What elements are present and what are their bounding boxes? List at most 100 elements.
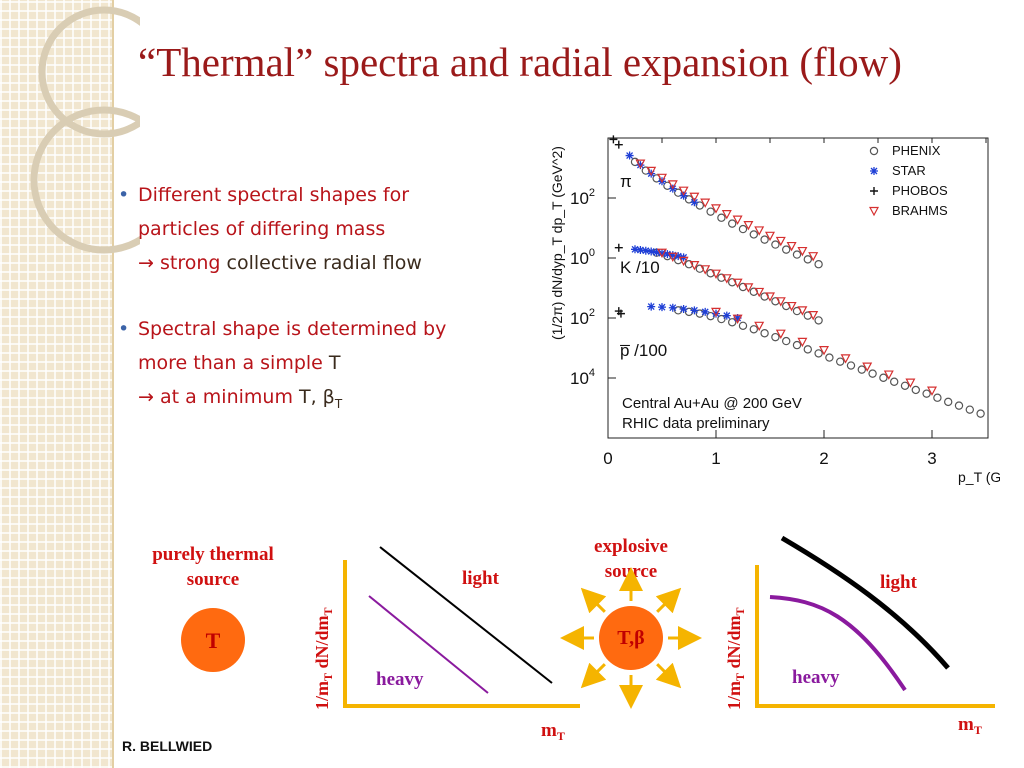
data-point-brahms <box>711 204 721 214</box>
data-point-phobos <box>609 135 618 144</box>
data-point-star <box>636 161 645 170</box>
data-point-star <box>712 309 720 318</box>
bullet-text: collective radial flow <box>226 252 422 274</box>
bullet-text: at a minimum <box>159 386 293 408</box>
bullet-item: • Spectral shape is determined by more t… <box>118 312 518 421</box>
xlabel-part: m <box>958 714 974 735</box>
data-point-star <box>690 198 699 207</box>
data-point-brahms <box>905 378 916 388</box>
chart-annotation: Central Au+Au @ 200 GeV <box>622 395 802 412</box>
y-tick-base: 10 <box>570 309 589 328</box>
data-point-phenix <box>900 381 910 390</box>
right-heavy-curve <box>769 595 907 692</box>
data-point-phenix <box>792 250 802 259</box>
data-point-phenix <box>825 353 834 362</box>
y-tick-exp: 2 <box>589 307 595 319</box>
data-point-star <box>641 246 650 255</box>
data-point-brahms <box>700 265 711 275</box>
chart-marks <box>609 135 985 418</box>
legend-label: PHOBOS <box>892 183 948 198</box>
data-point-brahms <box>732 314 743 324</box>
bullet-text: Different spectral shapes for <box>138 184 410 206</box>
chart-annotation: RHIC data preliminary <box>622 415 770 432</box>
data-point-phenix <box>803 255 812 264</box>
x-tick-label: 0 <box>603 449 612 468</box>
data-point-phenix <box>933 393 942 402</box>
data-point-phobos <box>616 309 625 318</box>
data-point-phenix <box>836 357 845 366</box>
data-point-star <box>658 249 666 258</box>
data-point-phenix <box>868 369 877 378</box>
y-tick-exp: 4 <box>589 367 595 379</box>
bullet-text: particles of differing mass <box>138 218 386 240</box>
data-point-phenix <box>673 188 683 197</box>
explosion-arrow-icon <box>580 662 607 689</box>
xlabel-sub: T <box>557 729 565 743</box>
explosion-arrow-icon <box>580 587 607 614</box>
bullet-text: Spectral shape is determined by <box>138 318 447 340</box>
right-x-label: mT <box>958 714 982 737</box>
data-point-brahms <box>721 274 732 284</box>
data-point-brahms <box>657 173 667 184</box>
right-light-label: light <box>880 572 918 593</box>
plot-frame <box>607 137 989 439</box>
data-point-brahms <box>786 241 797 252</box>
thermal-source-label: purely thermal <box>152 544 274 565</box>
data-point-brahms <box>775 329 786 339</box>
data-point-phenix <box>965 405 974 414</box>
data-point-phobos <box>614 243 623 252</box>
data-point-star <box>733 314 742 322</box>
legend-marker-phobos <box>870 187 878 195</box>
data-point-star <box>674 252 683 261</box>
data-point-brahms <box>765 292 775 302</box>
y-tick-exp: 2 <box>589 187 595 199</box>
left-axes <box>343 560 580 708</box>
data-point-star <box>625 151 634 160</box>
group-label: K /10 <box>620 258 660 277</box>
data-point-brahms <box>786 301 797 312</box>
right-axes <box>755 565 995 708</box>
data-point-phenix <box>717 314 726 324</box>
data-point-brahms <box>754 226 765 236</box>
y-axis-label: (1/2π) dN/dyp_T dp_T (GeV^2) <box>549 146 565 340</box>
data-point-brahms <box>678 256 689 267</box>
data-point-brahms <box>689 260 700 271</box>
data-point-phenix <box>814 316 823 325</box>
group-label: π <box>620 172 632 191</box>
thermal-source-label: source <box>187 569 239 590</box>
data-point-phenix <box>771 240 780 249</box>
data-point-phenix <box>684 260 694 269</box>
data-point-phenix <box>922 389 931 398</box>
data-point-phenix <box>944 397 953 407</box>
ylabel-part: 1/m <box>724 681 744 710</box>
ylabel-sub: T <box>733 607 747 615</box>
data-point-phenix <box>781 336 791 346</box>
thermal-ball-label: T <box>206 628 221 653</box>
y-tick-label: 102 <box>570 187 595 208</box>
data-point-star <box>631 245 639 254</box>
data-point-brahms <box>700 198 711 208</box>
data-point-brahms <box>775 297 786 307</box>
data-point-brahms <box>635 159 646 169</box>
right-heavy-label: heavy <box>792 667 840 688</box>
group-label: p̅ /100 <box>620 341 667 360</box>
data-point-phenix <box>846 361 856 370</box>
data-point-phenix <box>684 195 694 204</box>
data-point-star <box>722 311 731 320</box>
ylabel-part: 1/m <box>312 681 332 710</box>
chart-legend: PHENIX STAR PHOBOS BRAHMS <box>869 143 948 218</box>
y-tick-label: 104 <box>570 367 595 388</box>
data-point-phenix <box>760 329 769 338</box>
data-point-brahms <box>754 321 765 332</box>
bullet-subscript: T <box>334 396 343 411</box>
right-y-label: 1/mT dN/dmT <box>724 607 747 710</box>
data-point-brahms <box>732 215 743 225</box>
data-point-phenix <box>738 321 748 330</box>
data-point-phenix <box>857 365 866 374</box>
data-point-brahms <box>657 248 667 258</box>
deco-circle <box>30 106 140 254</box>
data-point-brahms <box>743 283 754 293</box>
data-point-brahms <box>797 246 808 257</box>
legend-label: BRAHMS <box>892 203 948 218</box>
left-light-label: light <box>462 568 500 589</box>
